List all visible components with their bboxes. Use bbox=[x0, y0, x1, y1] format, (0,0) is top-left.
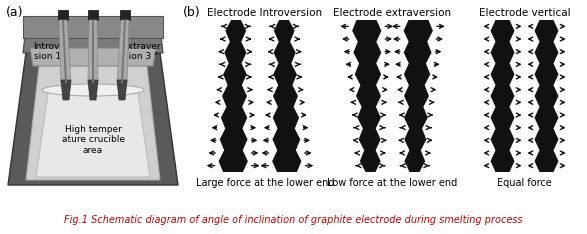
Polygon shape bbox=[404, 20, 433, 172]
Polygon shape bbox=[117, 20, 129, 83]
Polygon shape bbox=[62, 20, 67, 83]
Text: Equal force: Equal force bbox=[497, 178, 552, 188]
Polygon shape bbox=[88, 80, 98, 100]
Text: Extraver
sion 3 °: Extraver sion 3 ° bbox=[122, 42, 160, 61]
Text: (b): (b) bbox=[183, 6, 201, 19]
Text: Electrode extraversion: Electrode extraversion bbox=[333, 8, 451, 18]
Polygon shape bbox=[88, 20, 98, 83]
Polygon shape bbox=[117, 80, 127, 100]
Ellipse shape bbox=[42, 84, 144, 96]
Polygon shape bbox=[218, 20, 248, 172]
Text: Low force at the lower end: Low force at the lower end bbox=[328, 178, 458, 188]
Polygon shape bbox=[26, 58, 160, 180]
Polygon shape bbox=[535, 20, 558, 172]
Polygon shape bbox=[352, 20, 382, 172]
Text: Electrode vertical: Electrode vertical bbox=[478, 8, 571, 18]
Bar bbox=[88, 10, 98, 20]
Polygon shape bbox=[36, 93, 150, 177]
Polygon shape bbox=[61, 80, 71, 100]
Text: High temper
ature crucible
area: High temper ature crucible area bbox=[62, 125, 124, 155]
Bar bbox=[58, 10, 68, 20]
Polygon shape bbox=[92, 20, 94, 83]
Polygon shape bbox=[491, 20, 514, 172]
Bar bbox=[23, 16, 163, 38]
Text: Introver
sion 1 °: Introver sion 1 ° bbox=[33, 42, 69, 61]
Polygon shape bbox=[59, 20, 71, 83]
Text: Fig.1 Schematic diagram of angle of inclination of graphite electrode during sme: Fig.1 Schematic diagram of angle of incl… bbox=[64, 215, 523, 225]
Polygon shape bbox=[272, 20, 302, 172]
Text: Large force at the lower end: Large force at the lower end bbox=[195, 178, 334, 188]
Text: Electrode Introversion: Electrode Introversion bbox=[207, 8, 323, 18]
Polygon shape bbox=[121, 20, 126, 83]
Bar bbox=[120, 10, 130, 20]
Polygon shape bbox=[23, 26, 163, 53]
Polygon shape bbox=[8, 38, 178, 185]
Text: (a): (a) bbox=[6, 6, 23, 19]
Polygon shape bbox=[30, 48, 156, 66]
